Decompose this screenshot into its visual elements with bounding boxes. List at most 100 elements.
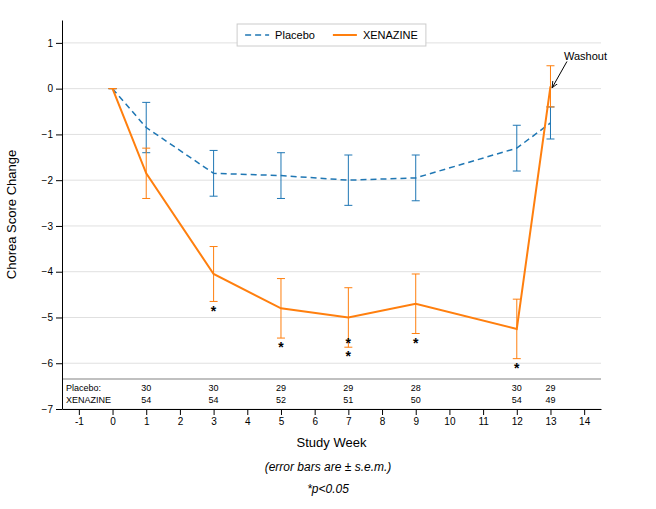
error-bar-cap-top [546, 106, 554, 107]
grid-line [62, 180, 601, 181]
x-tick-label: 10 [444, 416, 456, 427]
error-bar-stem [146, 148, 147, 198]
x-tick-label: 7 [346, 416, 352, 427]
y-tick: −3 [42, 221, 62, 232]
error-bar-stem [280, 153, 281, 199]
error-bar-stem [415, 155, 416, 201]
annotations: ******Washout [211, 50, 607, 375]
table-cell: 54 [512, 395, 522, 405]
significance-marker: * [514, 360, 520, 376]
x-tick-label: 0 [110, 416, 116, 427]
error-bar [109, 88, 117, 89]
x-tick: -1 [75, 409, 84, 427]
y-tick: −6 [42, 358, 62, 369]
x-tick-mark [247, 409, 248, 415]
error-bar [142, 102, 150, 152]
table-cell: 30 [141, 383, 151, 393]
error-bar-cap-bottom [109, 88, 117, 89]
x-tick-mark [315, 409, 316, 415]
error-bar [513, 299, 521, 358]
legend-swatch [245, 34, 269, 36]
grid [62, 43, 601, 409]
error-bar [210, 150, 218, 196]
legend-swatch [333, 34, 357, 36]
error-bar-stem [213, 247, 214, 302]
error-bar-stem [550, 66, 551, 107]
x-tick-mark [449, 409, 450, 415]
series-line [113, 89, 551, 181]
error-bar [412, 155, 420, 201]
error-bar [109, 88, 117, 89]
x-tick-mark [382, 409, 383, 415]
table-cell: 29 [343, 383, 353, 393]
y-tick-label: −7 [42, 404, 54, 415]
error-bar-cap-bottom [277, 198, 285, 199]
error-bar-cap-bottom [546, 138, 554, 139]
error-bar-stem [348, 155, 349, 205]
x-tick-label: 1 [144, 416, 150, 427]
error-bar-cap-top [142, 148, 150, 149]
error-bar [142, 148, 150, 198]
table-cell: 54 [141, 395, 151, 405]
error-bar-cap-bottom [210, 196, 218, 197]
x-tick: 7 [346, 409, 352, 427]
error-bar-stem [213, 150, 214, 196]
x-tick-mark [214, 409, 215, 415]
plot: -10123456789101112131410−1−2−3−4−5−6−7St… [4, 21, 607, 451]
error-bar-stem [550, 107, 551, 139]
y-tick-label: 0 [47, 83, 53, 94]
annotation-arrow [552, 61, 567, 87]
table-cell: 28 [411, 383, 421, 393]
error-bar-cap-top [277, 152, 285, 153]
y-tick: 1 [47, 38, 62, 49]
grid-line [62, 409, 601, 410]
grid-line [62, 363, 601, 364]
y-axis-title: Chorea Score Change [4, 150, 19, 279]
table-row-label: Placebo: [66, 383, 101, 393]
error-bar [277, 279, 285, 338]
x-tick: 9 [413, 409, 419, 427]
x-tick-mark [79, 409, 80, 415]
legend-box [237, 24, 426, 46]
error-bar-cap-bottom [344, 205, 352, 206]
x-tick: 1 [144, 409, 150, 427]
error-bar-cap-top [277, 278, 285, 279]
error-bar-stem [516, 125, 517, 171]
table-separator [62, 379, 601, 380]
error-bar [412, 274, 420, 333]
y-tick-mark [56, 89, 62, 90]
grid-line [62, 134, 601, 135]
error-bar-stem [146, 102, 147, 152]
x-tick: 8 [380, 409, 386, 427]
table-cell: 30 [209, 383, 219, 393]
error-bar [210, 247, 218, 302]
error-bar-cap-top [210, 246, 218, 247]
error-bar [344, 155, 352, 205]
y-axis: 10−1−2−3−4−5−6−7 [42, 21, 63, 415]
y-tick-label: −2 [42, 175, 54, 186]
x-tick-mark [281, 409, 282, 415]
x-tick: 10 [444, 409, 456, 427]
error-bar-cap-top [142, 102, 150, 103]
x-tick-label: 9 [413, 416, 419, 427]
chart: -10123456789101112131410−1−2−3−4−5−6−7St… [0, 0, 656, 509]
x-tick-label: 5 [279, 416, 285, 427]
y-tick: −5 [42, 312, 62, 323]
x-tick: 11 [478, 409, 489, 427]
x-tick-label: 12 [512, 416, 524, 427]
x-tick-mark [416, 409, 417, 415]
error-bar-cap-top [513, 125, 521, 126]
x-tick-label: 14 [579, 416, 591, 427]
error-bar-stem [516, 299, 517, 358]
significance-marker: * [278, 339, 284, 355]
error-bar-cap-top [412, 155, 420, 156]
error-bar-cap-top [344, 155, 352, 156]
x-tick-mark [517, 409, 518, 415]
x-tick-label: -1 [75, 416, 84, 427]
x-tick-mark [180, 409, 181, 415]
x-tick: 12 [512, 409, 524, 427]
series [109, 66, 555, 359]
x-tick: 2 [178, 409, 184, 427]
y-tick-mark [56, 272, 62, 273]
table-row-label: XENAZINE [66, 395, 111, 405]
